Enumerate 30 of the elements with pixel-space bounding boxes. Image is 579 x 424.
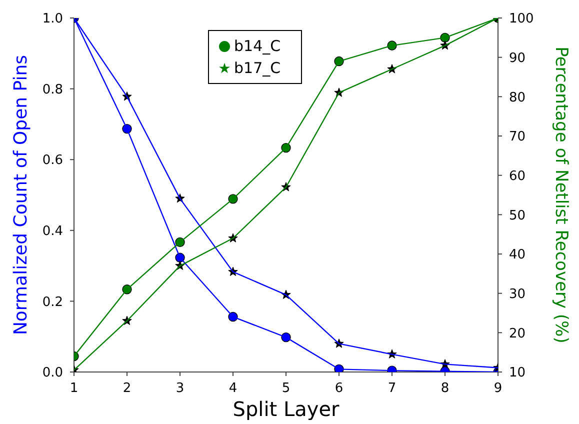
x-axis-title: Split Layer [232,397,340,421]
y2-tick-label: 50 [509,208,526,224]
y2-tick-label: 40 [509,248,526,263]
legend-label: b14_C [234,37,281,55]
y2-tick-label: 90 [509,50,526,66]
x-tick-label: 3 [176,381,184,396]
y2-tick-label: 70 [509,130,526,145]
y2-tick-label: 20 [509,326,526,342]
y-tick-label: 1.0 [42,12,63,27]
x-tick-label: 6 [334,381,344,396]
y2-tick-label: 80 [509,90,526,106]
x-tick-label: 5 [282,381,290,396]
x-tick-label: 7 [388,381,396,396]
x-tick-label: 9 [494,381,502,396]
y-axis-title: Normalized Count of Open Pins [10,54,32,336]
x-tick-label: 8 [440,381,450,396]
x-tick-label: 4 [228,381,238,396]
legend-label: b17_C [234,59,281,77]
y-tick-label: 0.2 [42,294,63,310]
y2-axis-title: Percentage of Netlist Recovery (%) [550,46,571,344]
y2-tick-label: 100 [509,12,534,27]
y2-tick-label: 60 [509,168,526,184]
y-tick-label: 0.8 [42,82,63,98]
y-tick-label: 0.0 [42,366,63,381]
y2-tick-label: 30 [509,286,526,302]
x-tick-label: 1 [70,381,78,396]
y-tick-label: 0.4 [42,224,63,240]
y2-tick-label: 10 [509,366,526,381]
x-tick-label: 2 [122,381,132,396]
y-tick-label: 0.6 [42,153,63,168]
